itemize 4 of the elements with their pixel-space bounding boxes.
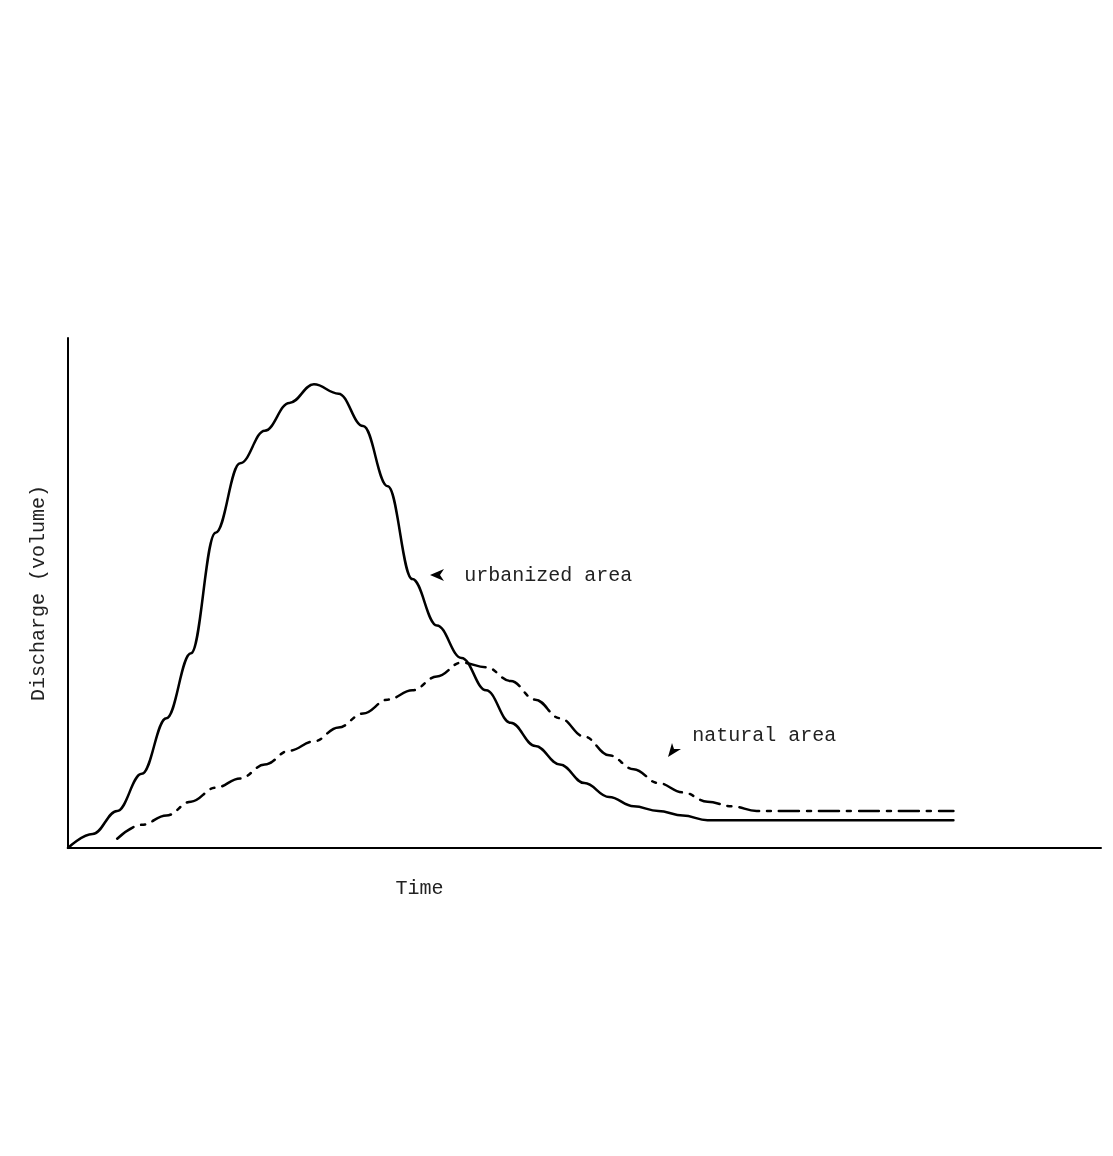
- text: natural area: [692, 723, 837, 747]
- y-axis-title: Discharge (volume): [26, 484, 50, 702]
- legend-label: urbanized area: [464, 563, 633, 587]
- x-axis-title: Time: [395, 876, 444, 900]
